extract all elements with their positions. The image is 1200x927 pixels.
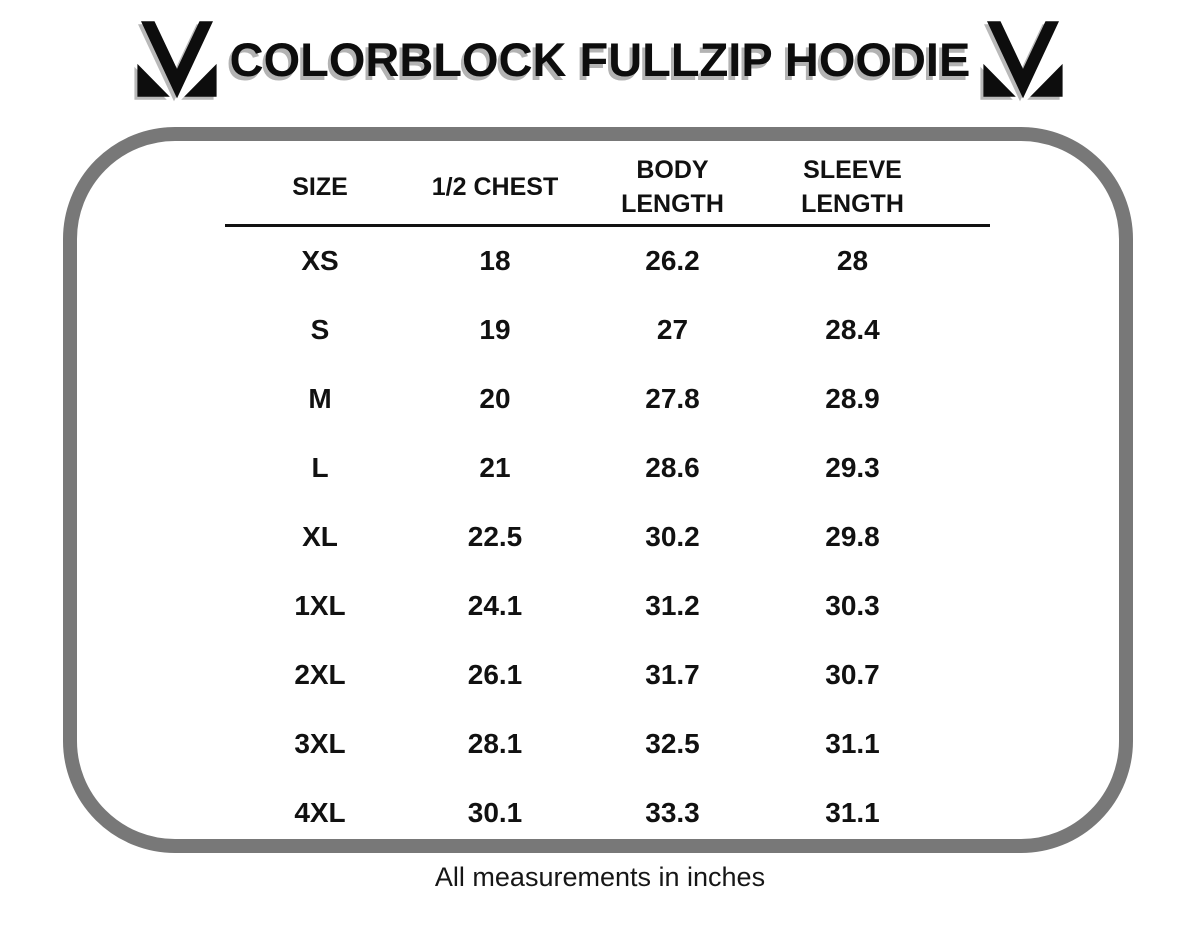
- footer: All measurements in inches: [0, 862, 1200, 893]
- cell-size: 2XL: [294, 659, 346, 690]
- header-divider: [225, 223, 990, 227]
- cell-body-length: 32.5: [645, 728, 700, 759]
- cell-size: 3XL: [294, 728, 346, 759]
- cell-half-chest: 28.1: [467, 728, 523, 759]
- cell-half-chest: 30.1: [467, 797, 523, 828]
- cell-half-chest: 20: [479, 383, 511, 414]
- cell-half-chest: 21: [479, 452, 511, 483]
- page-title: COLORBLOCK FULLZIP HOODIE: [229, 32, 971, 86]
- table-row-XS: XS 18 26.2 28: [225, 227, 990, 296]
- size-table: SIZE 1/2 CHEST BODY LENGTH SLEEVE LENGTH XS 18…: [225, 154, 990, 848]
- cell-sleeve-length: 31.1: [825, 728, 880, 759]
- cell-body-length: 31.2: [645, 590, 700, 621]
- cell-sleeve-length: 28.9: [825, 383, 880, 414]
- measurements-note: All measurements in inches: [434, 862, 766, 892]
- table-row-S: S 19 27 28.4: [225, 296, 990, 365]
- cell-body-length: 26.2: [645, 245, 700, 276]
- cell-half-chest: 24.1: [467, 590, 523, 621]
- brand-m-logo-right-icon: [983, 21, 1063, 99]
- cell-size: XL: [302, 521, 338, 552]
- title-header: COLORBLOCK FULLZIP HOODIE: [0, 18, 1200, 100]
- cell-sleeve-length: 29.3: [825, 452, 880, 483]
- brand-m-logo-left-icon: [137, 21, 217, 99]
- cell-sleeve-length: 28: [836, 245, 869, 276]
- column-header-sleeve-length: SLEEVE LENGTH: [801, 156, 904, 218]
- cell-sleeve-length: 28.4: [825, 314, 880, 345]
- cell-sleeve-length: 31.1: [825, 797, 880, 828]
- column-header-size: SIZE: [292, 172, 348, 201]
- table-body: XS 18 26.2 28 S 19 27 28.4 M 20 27.8 28.9 L 21 28.6 29.…: [225, 227, 990, 848]
- cell-body-length: 33.3: [645, 797, 700, 828]
- cell-half-chest: 26.1: [467, 659, 523, 690]
- cell-size: M: [308, 383, 332, 414]
- table-row-M: M 20 27.8 28.9: [225, 365, 990, 434]
- cell-half-chest: 18: [479, 245, 511, 276]
- cell-sleeve-length: 30.3: [825, 590, 880, 621]
- cell-half-chest: 22.5: [467, 521, 523, 552]
- cell-body-length: 30.2: [645, 521, 700, 552]
- cell-size: XS: [301, 245, 339, 276]
- column-header-half-chest: 1/2 CHEST: [431, 172, 559, 201]
- cell-sleeve-length: 29.8: [825, 521, 880, 552]
- table-row-2XL: 2XL 26.1 31.7 30.7: [225, 641, 990, 710]
- cell-size: 1XL: [294, 590, 346, 621]
- column-header-body-length: BODY LENGTH: [621, 156, 724, 218]
- table-header-row: SIZE 1/2 CHEST BODY LENGTH SLEEVE LENGTH: [225, 154, 990, 222]
- cell-body-length: 28.6: [645, 452, 700, 483]
- cell-body-length: 27: [656, 314, 689, 345]
- cell-size: L: [311, 452, 329, 483]
- cell-body-length: 27.8: [645, 383, 700, 414]
- cell-sleeve-length: 30.7: [825, 659, 880, 690]
- cell-size: S: [310, 314, 330, 345]
- table-row-XL: XL 22.5 30.2 29.8: [225, 503, 990, 572]
- table-row-4XL: 4XL 30.1 33.3 31.1: [225, 779, 990, 848]
- table-row-L: L 21 28.6 29.3: [225, 434, 990, 503]
- cell-half-chest: 19: [479, 314, 511, 345]
- cell-size: 4XL: [294, 797, 346, 828]
- cell-body-length: 31.7: [645, 659, 700, 690]
- table-row-3XL: 3XL 28.1 32.5 31.1: [225, 710, 990, 779]
- table-row-1XL: 1XL 24.1 31.2 30.3: [225, 572, 990, 641]
- size-chart-box: SIZE 1/2 CHEST BODY LENGTH SLEEVE LENGTH XS 18…: [63, 127, 1133, 853]
